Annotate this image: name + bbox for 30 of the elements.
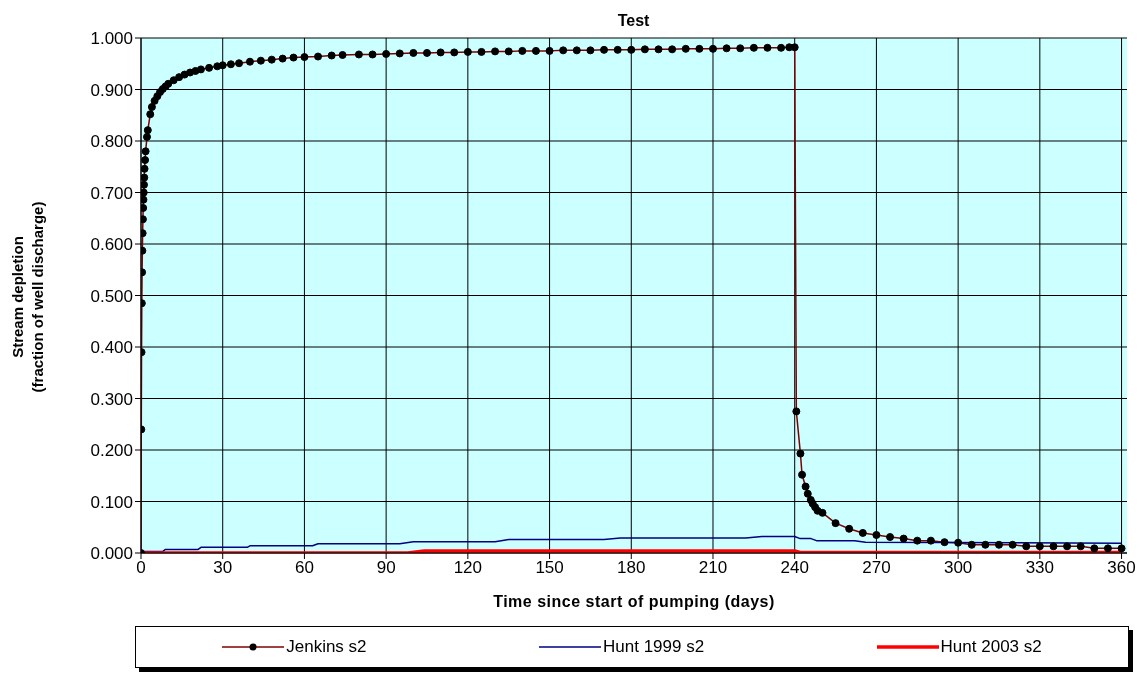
y-tick-label: 0.500	[90, 286, 133, 306]
y-tick-label: 0.100	[90, 492, 133, 512]
x-tick-label: 330	[1025, 558, 1055, 578]
x-tick-label: 210	[698, 558, 728, 578]
y-tick-label: 0.600	[90, 235, 133, 255]
x-axis-title: Time since start of pumping (days)	[493, 593, 775, 610]
y-tick-label: 0.000	[90, 544, 133, 564]
x-tick-label: 150	[535, 558, 564, 578]
y-tick-label: 0.900	[90, 80, 133, 100]
y-axis-title: Stream depletion (fraction of well discharge)	[8, 201, 47, 393]
x-tick-label: 360	[1107, 558, 1136, 578]
legend-label: Hunt 1999 s2	[603, 637, 705, 657]
x-tick-label: 240	[780, 558, 809, 578]
x-tick-label: 180	[617, 558, 646, 578]
y-tick-label: 0.700	[90, 183, 133, 203]
x-tick-label: 30	[213, 558, 233, 578]
y-tick-label: 0.400	[90, 338, 133, 358]
y-tick-label: 0.800	[90, 132, 133, 152]
y-tick-label: 1.000	[90, 29, 133, 49]
chart-title: Test	[616, 12, 651, 30]
x-tick-label: 300	[943, 558, 973, 578]
x-tick-label: 90	[376, 558, 396, 578]
y-tick-label: 0.200	[90, 441, 133, 461]
legend-label: Hunt 2003 s2	[940, 637, 1042, 657]
x-tick-label: 60	[294, 558, 314, 578]
x-tick-label: 270	[862, 558, 891, 578]
legend-label: Jenkins s2	[286, 637, 367, 657]
x-tick-label: 0	[136, 558, 146, 578]
y-tick-label: 0.300	[90, 389, 133, 409]
x-tick-label: 120	[453, 558, 483, 578]
